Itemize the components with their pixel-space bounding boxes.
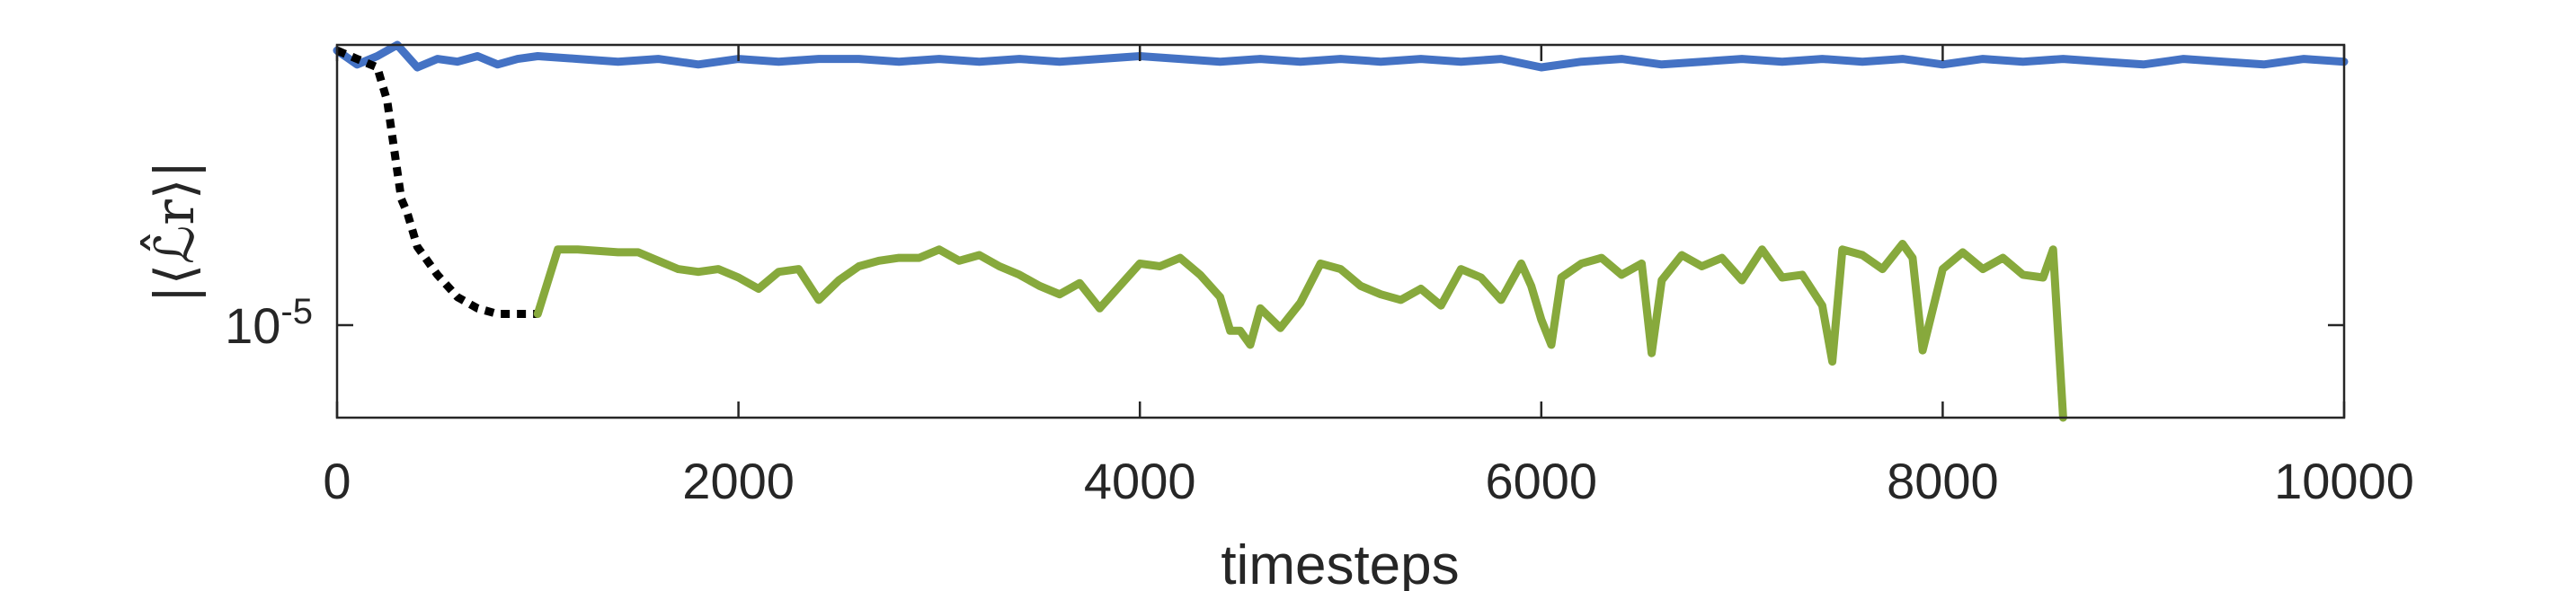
series-line-1 [333,40,2349,72]
series-line-3 [533,240,2067,422]
plot-background [337,45,2344,418]
plot-box [335,43,2346,419]
x-tick-label: 0 [323,453,351,509]
y-tick-label: 10-5 [225,292,313,354]
x-tick-label: 6000 [1486,453,1598,509]
x-axis-label: timesteps [1221,534,1459,591]
y-ticks: 10-5 [225,292,2344,354]
series-line-2 [335,47,538,318]
x-tick-label: 10000 [2274,453,2414,509]
series-layer [333,40,2349,422]
x-tick-label: 4000 [1084,453,1196,509]
x-ticks: 0 2000 4000 6000 8000 10000 [323,45,2414,509]
y-axis-label: |⟨ℒ̂r⟩| [140,160,207,303]
x-tick-label: 2000 [682,453,795,509]
x-tick-label: 8000 [1887,453,1999,509]
